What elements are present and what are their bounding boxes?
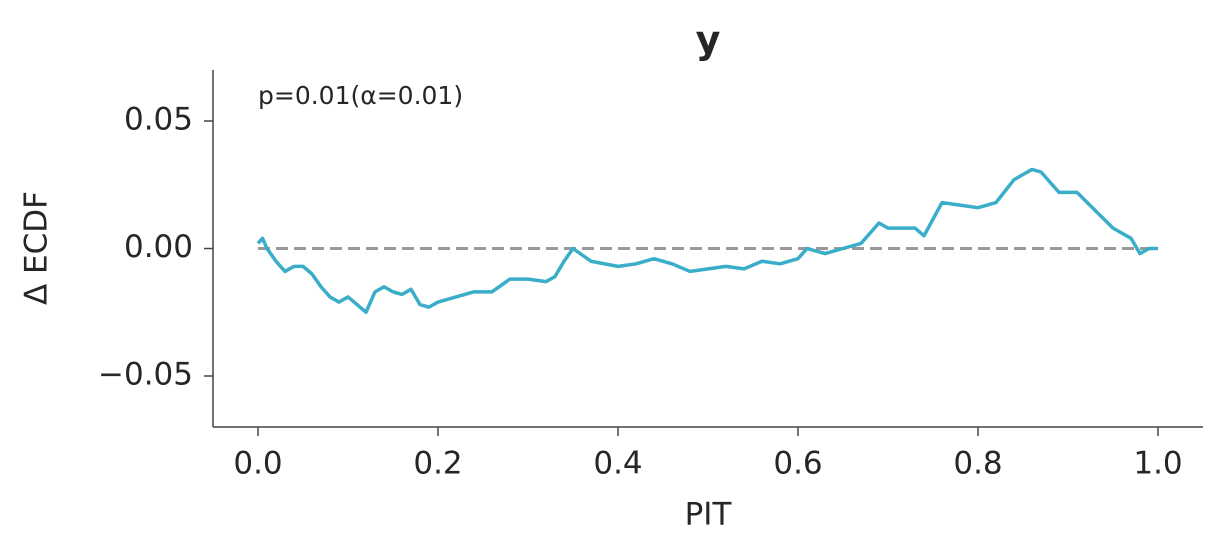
y-axis-label: Δ ECDF [19, 191, 55, 305]
x-tick-label: 0.6 [773, 446, 822, 482]
y-tick-label: 0.05 [124, 102, 193, 138]
y-tick-label: −0.05 [98, 357, 193, 393]
chart-title: y [696, 18, 721, 62]
x-axis-label: PIT [685, 497, 733, 533]
x-tick-label: 0.4 [593, 446, 642, 482]
ecdf-line [256, 167, 1158, 314]
annotation: p=0.01(α=0.01) [258, 81, 463, 110]
x-tick-label: 0.0 [233, 446, 282, 482]
x-tick-label: 0.8 [953, 446, 1002, 482]
x-tick-label: 1.0 [1133, 446, 1182, 482]
y-tick-label: 0.00 [124, 229, 193, 265]
x-tick-label: 0.2 [413, 446, 462, 482]
